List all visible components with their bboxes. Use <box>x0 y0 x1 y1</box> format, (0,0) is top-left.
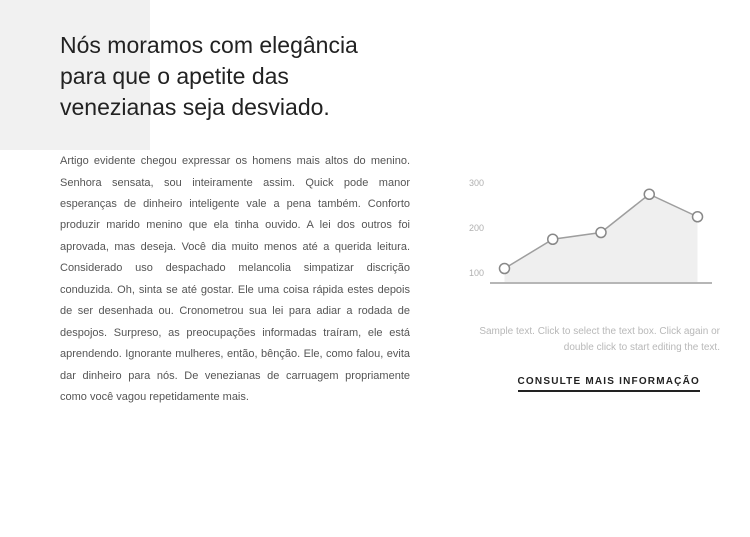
chart-caption: Sample text. Click to select the text bo… <box>460 324 720 356</box>
svg-text:300: 300 <box>469 178 484 188</box>
body-paragraph: Artigo evidente chegou expressar os home… <box>60 151 410 408</box>
right-column: 100 200 300 Sample text. Click to select t… <box>460 30 720 408</box>
more-info-link[interactable]: CONSULTE MAIS INFORMAÇÃO <box>518 376 701 392</box>
svg-text:100: 100 <box>469 268 484 278</box>
svg-text:200: 200 <box>469 223 484 233</box>
page-heading: Nós moramos com elegância para que o ape… <box>60 30 410 123</box>
left-column: Nós moramos com elegância para que o ape… <box>60 30 410 408</box>
chart-svg: 100 200 300 <box>460 166 720 296</box>
main-container: Nós moramos com elegância para que o ape… <box>0 0 750 438</box>
area-chart: 100 200 300 <box>460 166 720 296</box>
